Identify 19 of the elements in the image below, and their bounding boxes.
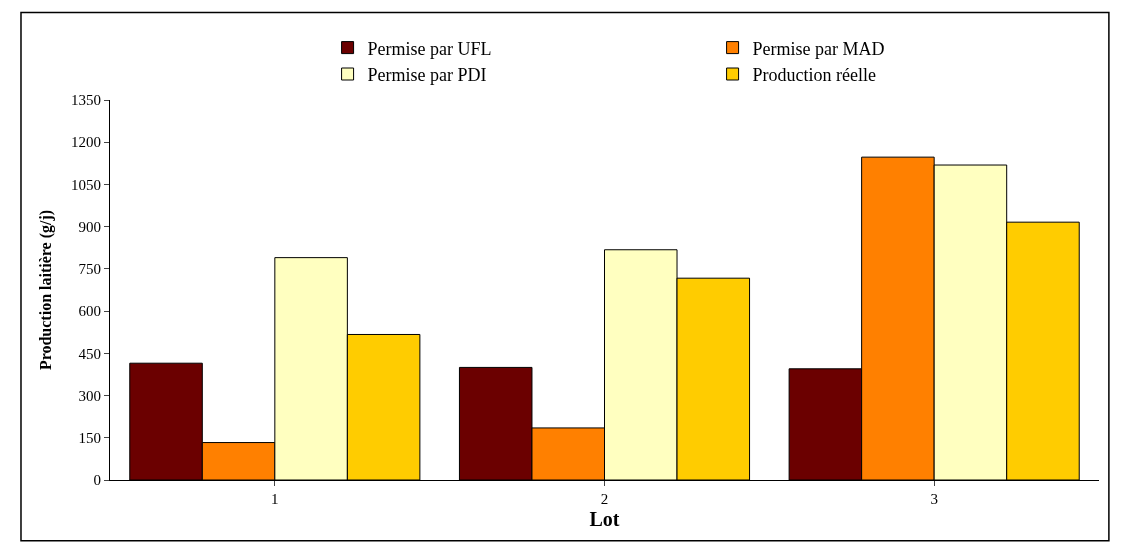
- x-tick-label: 2: [600, 491, 609, 507]
- legend-label: Permise par PDI: [367, 65, 487, 86]
- y-tick-label: 600: [78, 303, 101, 320]
- y-tick-label: 1350: [71, 92, 101, 109]
- y-tick-label: 300: [78, 387, 101, 404]
- y-tick-label: 1200: [71, 134, 101, 151]
- y-tick-label: 450: [78, 345, 101, 362]
- legend-label: Permise par UFL: [367, 38, 492, 59]
- x-axis-title: Lot: [589, 507, 620, 530]
- y-tick-label: 750: [78, 261, 101, 278]
- y-tick-label: 0: [93, 472, 101, 489]
- legend-label: Production réelle: [752, 65, 877, 86]
- legend-label: Permise par MAD: [752, 38, 885, 59]
- x-tick-label: 3: [930, 491, 938, 507]
- y-tick-label: 900: [78, 218, 101, 235]
- y-tick-label: 1050: [71, 176, 101, 193]
- x-tick-label: 1: [271, 491, 279, 507]
- y-tick-label: 150: [78, 430, 101, 447]
- y-axis-title: Production laitière (g/j): [36, 209, 55, 371]
